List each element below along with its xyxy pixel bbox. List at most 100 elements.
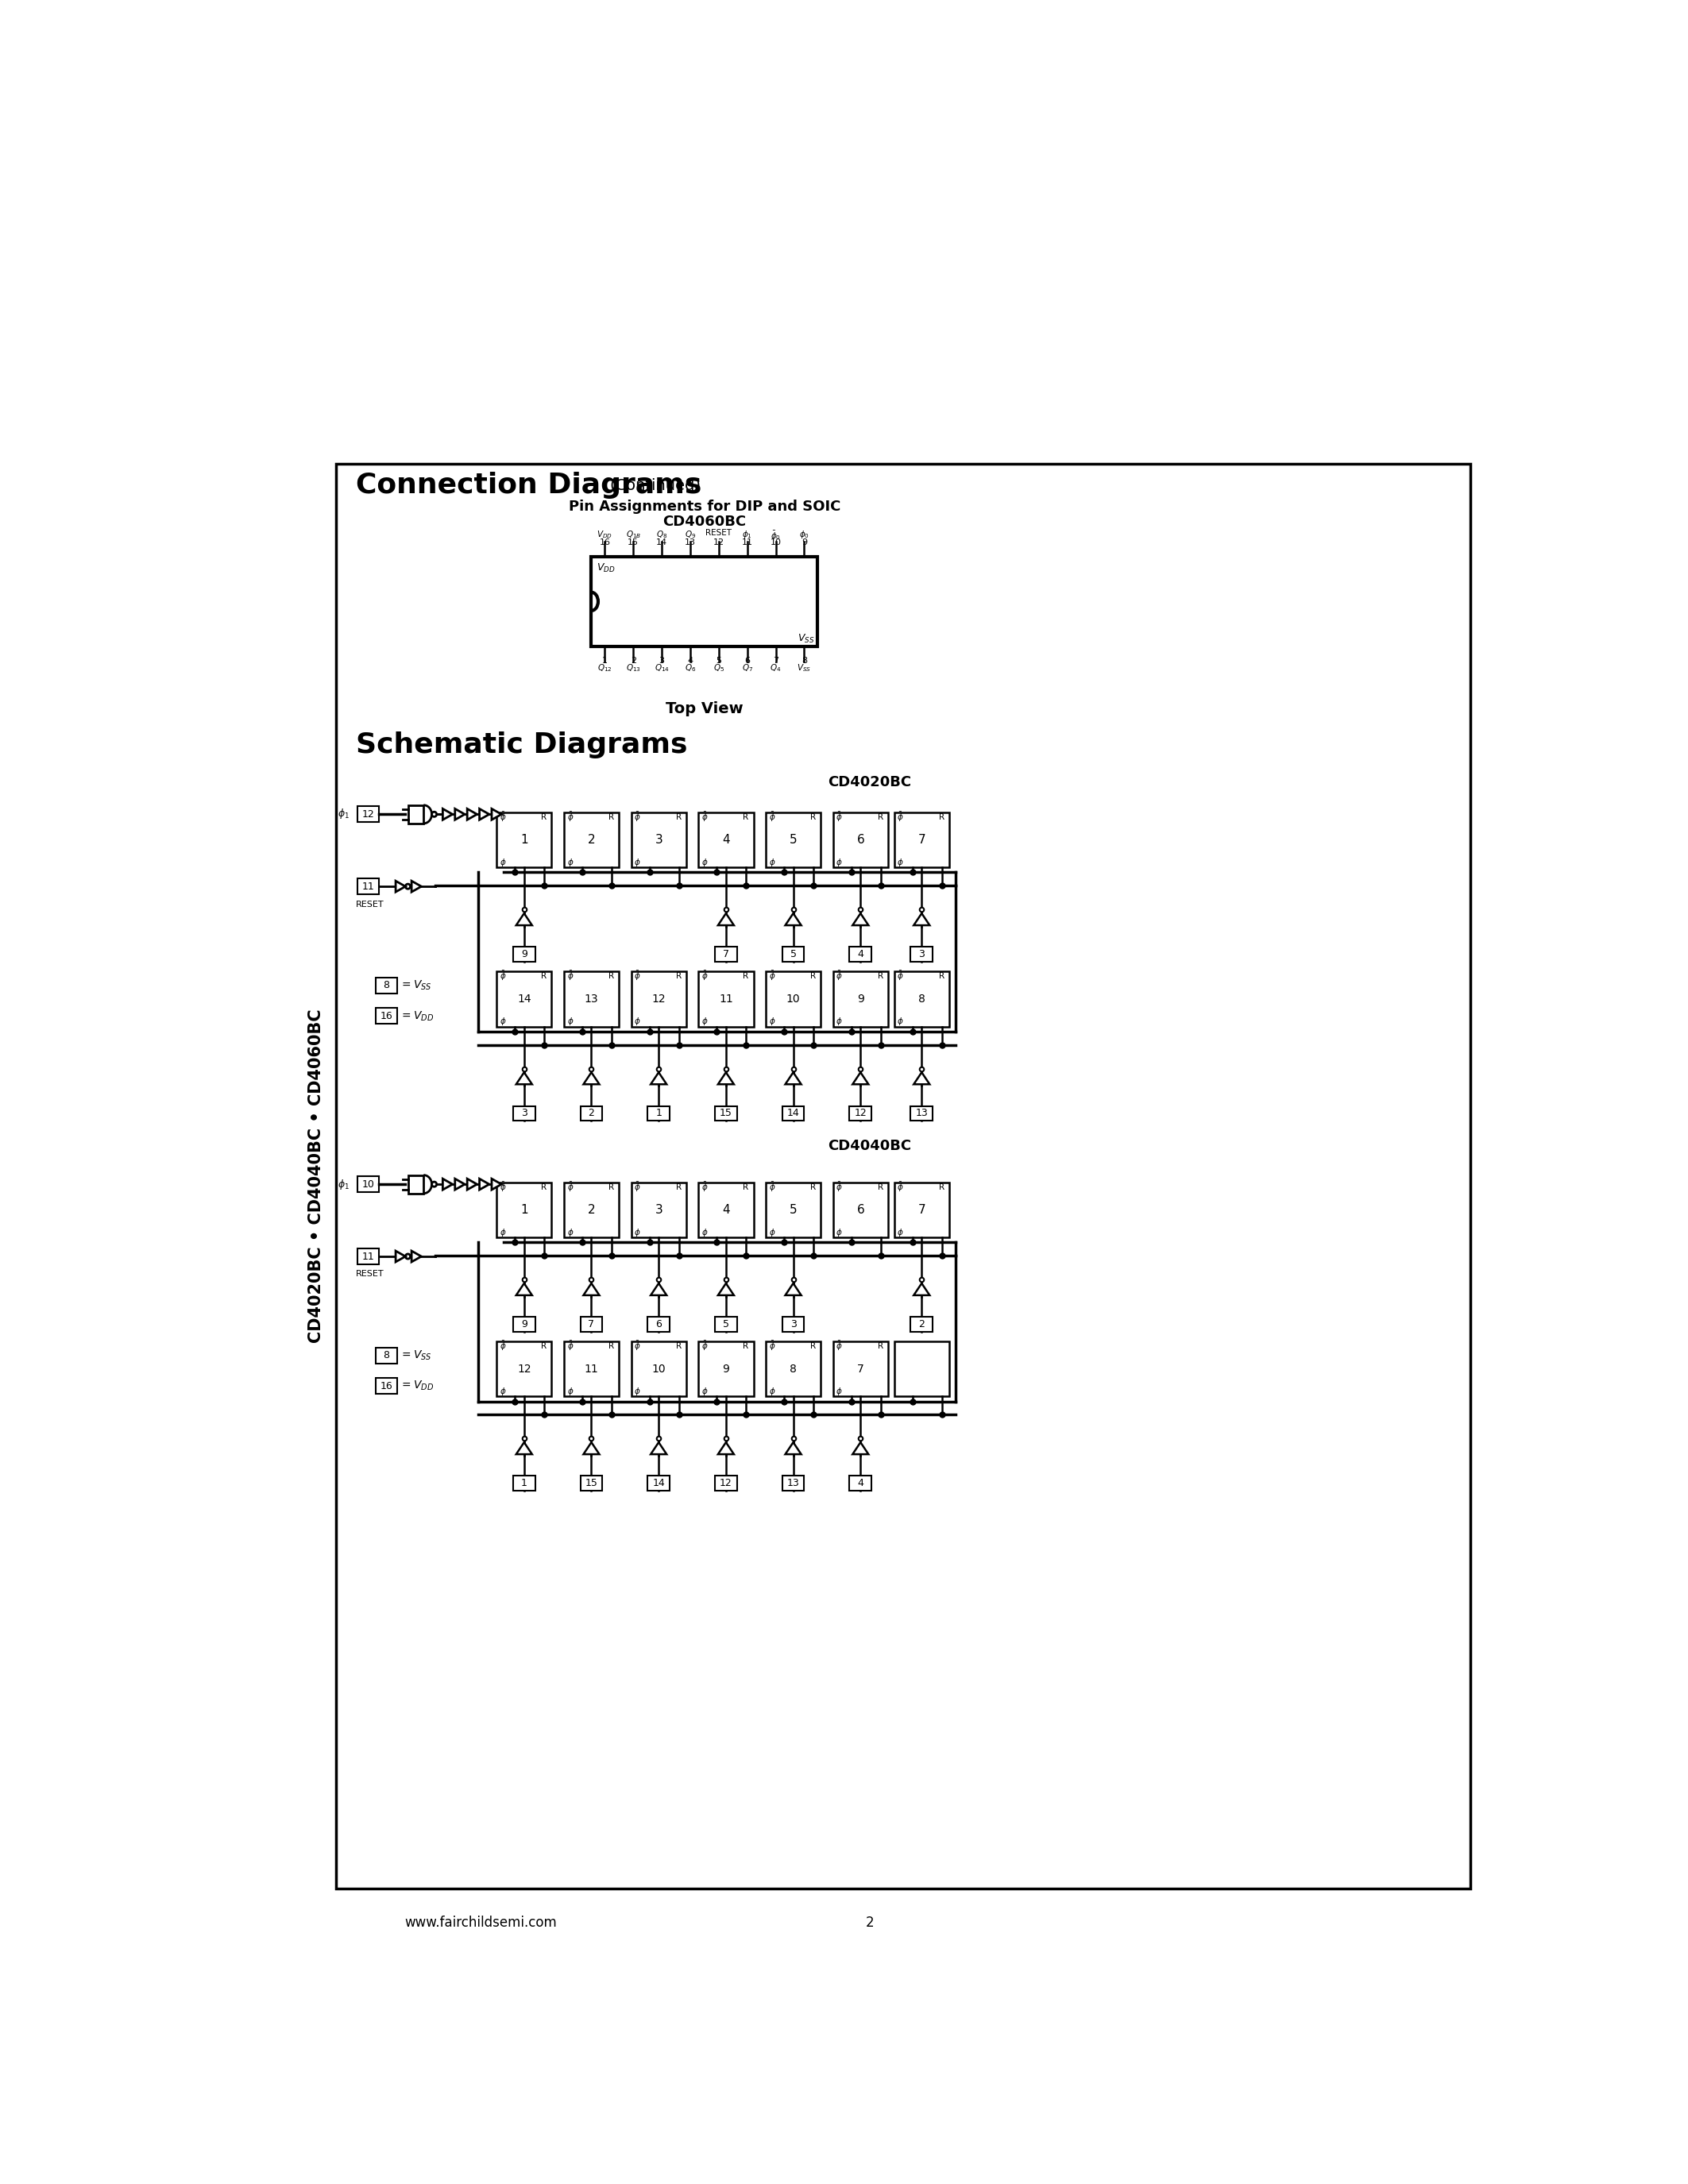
Text: $Q_7$: $Q_7$	[741, 662, 753, 673]
Polygon shape	[412, 880, 422, 891]
Text: CD4020BC • CD4040BC • CD4060BC: CD4020BC • CD4040BC • CD4060BC	[309, 1009, 324, 1343]
Text: R: R	[810, 1343, 815, 1350]
Bar	[699, 812, 753, 867]
Text: $\bar{\phi}$: $\bar{\phi}$	[836, 810, 842, 823]
Text: $Q_8$: $Q_8$	[657, 529, 667, 539]
Text: $\bar{\phi}$: $\bar{\phi}$	[768, 1182, 775, 1195]
Bar	[358, 1249, 378, 1265]
Text: 7: 7	[722, 950, 729, 959]
Bar	[376, 1009, 397, 1024]
Text: 7: 7	[918, 1203, 925, 1216]
Bar	[513, 1105, 535, 1120]
Polygon shape	[479, 1179, 490, 1190]
Bar	[496, 1182, 552, 1238]
Text: CD4040BC: CD4040BC	[827, 1138, 912, 1153]
Bar	[336, 463, 1470, 1889]
Text: 14: 14	[517, 994, 532, 1005]
Text: R: R	[608, 972, 614, 981]
Text: 9: 9	[522, 950, 527, 959]
Text: 7: 7	[587, 1319, 594, 1330]
Text: $\bar{\phi}$: $\bar{\phi}$	[702, 1182, 709, 1195]
Text: 5: 5	[716, 657, 721, 664]
Text: 4: 4	[858, 950, 864, 959]
Text: 5: 5	[790, 1203, 797, 1216]
Bar	[766, 1182, 820, 1238]
Text: RESET: RESET	[356, 1271, 385, 1278]
Text: $\bar{\phi}$: $\bar{\phi}$	[898, 1182, 905, 1195]
Text: 3: 3	[658, 657, 665, 664]
Text: RESET: RESET	[706, 529, 733, 537]
Bar	[358, 1177, 378, 1192]
Bar	[496, 1341, 552, 1396]
Polygon shape	[395, 1251, 405, 1262]
Text: $V_{SS}$: $V_{SS}$	[797, 662, 812, 673]
Text: Connection Diagrams: Connection Diagrams	[356, 472, 702, 498]
Bar	[376, 978, 397, 994]
Bar	[408, 1175, 424, 1192]
Bar	[832, 972, 888, 1026]
Text: CD4060BC: CD4060BC	[663, 515, 746, 529]
Text: $\phi$: $\phi$	[836, 1016, 842, 1026]
Text: 14: 14	[652, 1479, 665, 1489]
Text: 6: 6	[655, 1319, 662, 1330]
Text: $\bar{\phi}$: $\bar{\phi}$	[500, 1341, 506, 1352]
Text: $\phi$: $\phi$	[768, 1016, 775, 1026]
Bar	[564, 1182, 619, 1238]
Text: $V_{DD}$: $V_{DD}$	[598, 529, 613, 539]
Text: $\bar{\phi}$: $\bar{\phi}$	[702, 810, 709, 823]
Text: $\phi$: $\phi$	[898, 856, 905, 869]
Text: $\bar{\phi}$: $\bar{\phi}$	[702, 970, 709, 983]
Polygon shape	[717, 1441, 734, 1455]
Bar	[699, 972, 753, 1026]
Text: $\phi$: $\phi$	[768, 1227, 775, 1238]
Bar	[631, 1341, 687, 1396]
Text: 9: 9	[722, 1363, 729, 1374]
Bar	[849, 1105, 871, 1120]
Text: 10: 10	[770, 539, 782, 546]
Text: $Q_4$: $Q_4$	[770, 662, 782, 673]
Text: $\phi$: $\phi$	[702, 1227, 709, 1238]
Text: $\phi$: $\phi$	[635, 1016, 641, 1026]
Text: 5: 5	[790, 834, 797, 845]
Text: $\phi$: $\phi$	[500, 1387, 506, 1398]
Bar	[564, 812, 619, 867]
Text: 3: 3	[655, 1203, 662, 1216]
Text: 16: 16	[380, 1011, 393, 1022]
Text: $\phi$: $\phi$	[702, 1387, 709, 1398]
Text: $\bar{\phi}$: $\bar{\phi}$	[768, 810, 775, 823]
Text: R: R	[675, 812, 682, 821]
Bar	[716, 1476, 738, 1492]
Text: $\bar{\phi}$: $\bar{\phi}$	[500, 1182, 506, 1195]
Polygon shape	[650, 1284, 667, 1295]
Text: 1: 1	[655, 1107, 662, 1118]
Bar	[849, 1476, 871, 1492]
Bar	[699, 1182, 753, 1238]
Polygon shape	[852, 1441, 868, 1455]
Text: $\phi_0$: $\phi_0$	[798, 529, 809, 539]
Text: $\phi$: $\phi$	[702, 856, 709, 869]
Text: 2: 2	[587, 834, 596, 845]
Text: R: R	[878, 972, 883, 981]
Text: 8: 8	[802, 657, 807, 664]
Text: R: R	[810, 972, 815, 981]
Text: $\bar{\phi}$: $\bar{\phi}$	[567, 970, 574, 983]
Text: R: R	[542, 1184, 547, 1190]
Text: $\phi$: $\phi$	[836, 856, 842, 869]
Text: $V_{SS}$: $V_{SS}$	[798, 633, 815, 644]
Text: $\bar{\phi}$: $\bar{\phi}$	[635, 1182, 641, 1195]
Polygon shape	[785, 913, 802, 926]
Polygon shape	[517, 1441, 532, 1455]
Bar	[895, 812, 949, 867]
Text: 1: 1	[520, 1203, 528, 1216]
Text: $\bar{\phi}$: $\bar{\phi}$	[500, 810, 506, 823]
Text: 12: 12	[652, 994, 665, 1005]
Polygon shape	[491, 808, 501, 819]
Polygon shape	[717, 1072, 734, 1083]
Bar	[513, 948, 535, 961]
Text: R: R	[878, 1184, 883, 1190]
Text: 7: 7	[858, 1363, 864, 1374]
Text: R: R	[608, 1343, 614, 1350]
Polygon shape	[584, 1284, 599, 1295]
Polygon shape	[456, 1179, 464, 1190]
Bar	[716, 1105, 738, 1120]
